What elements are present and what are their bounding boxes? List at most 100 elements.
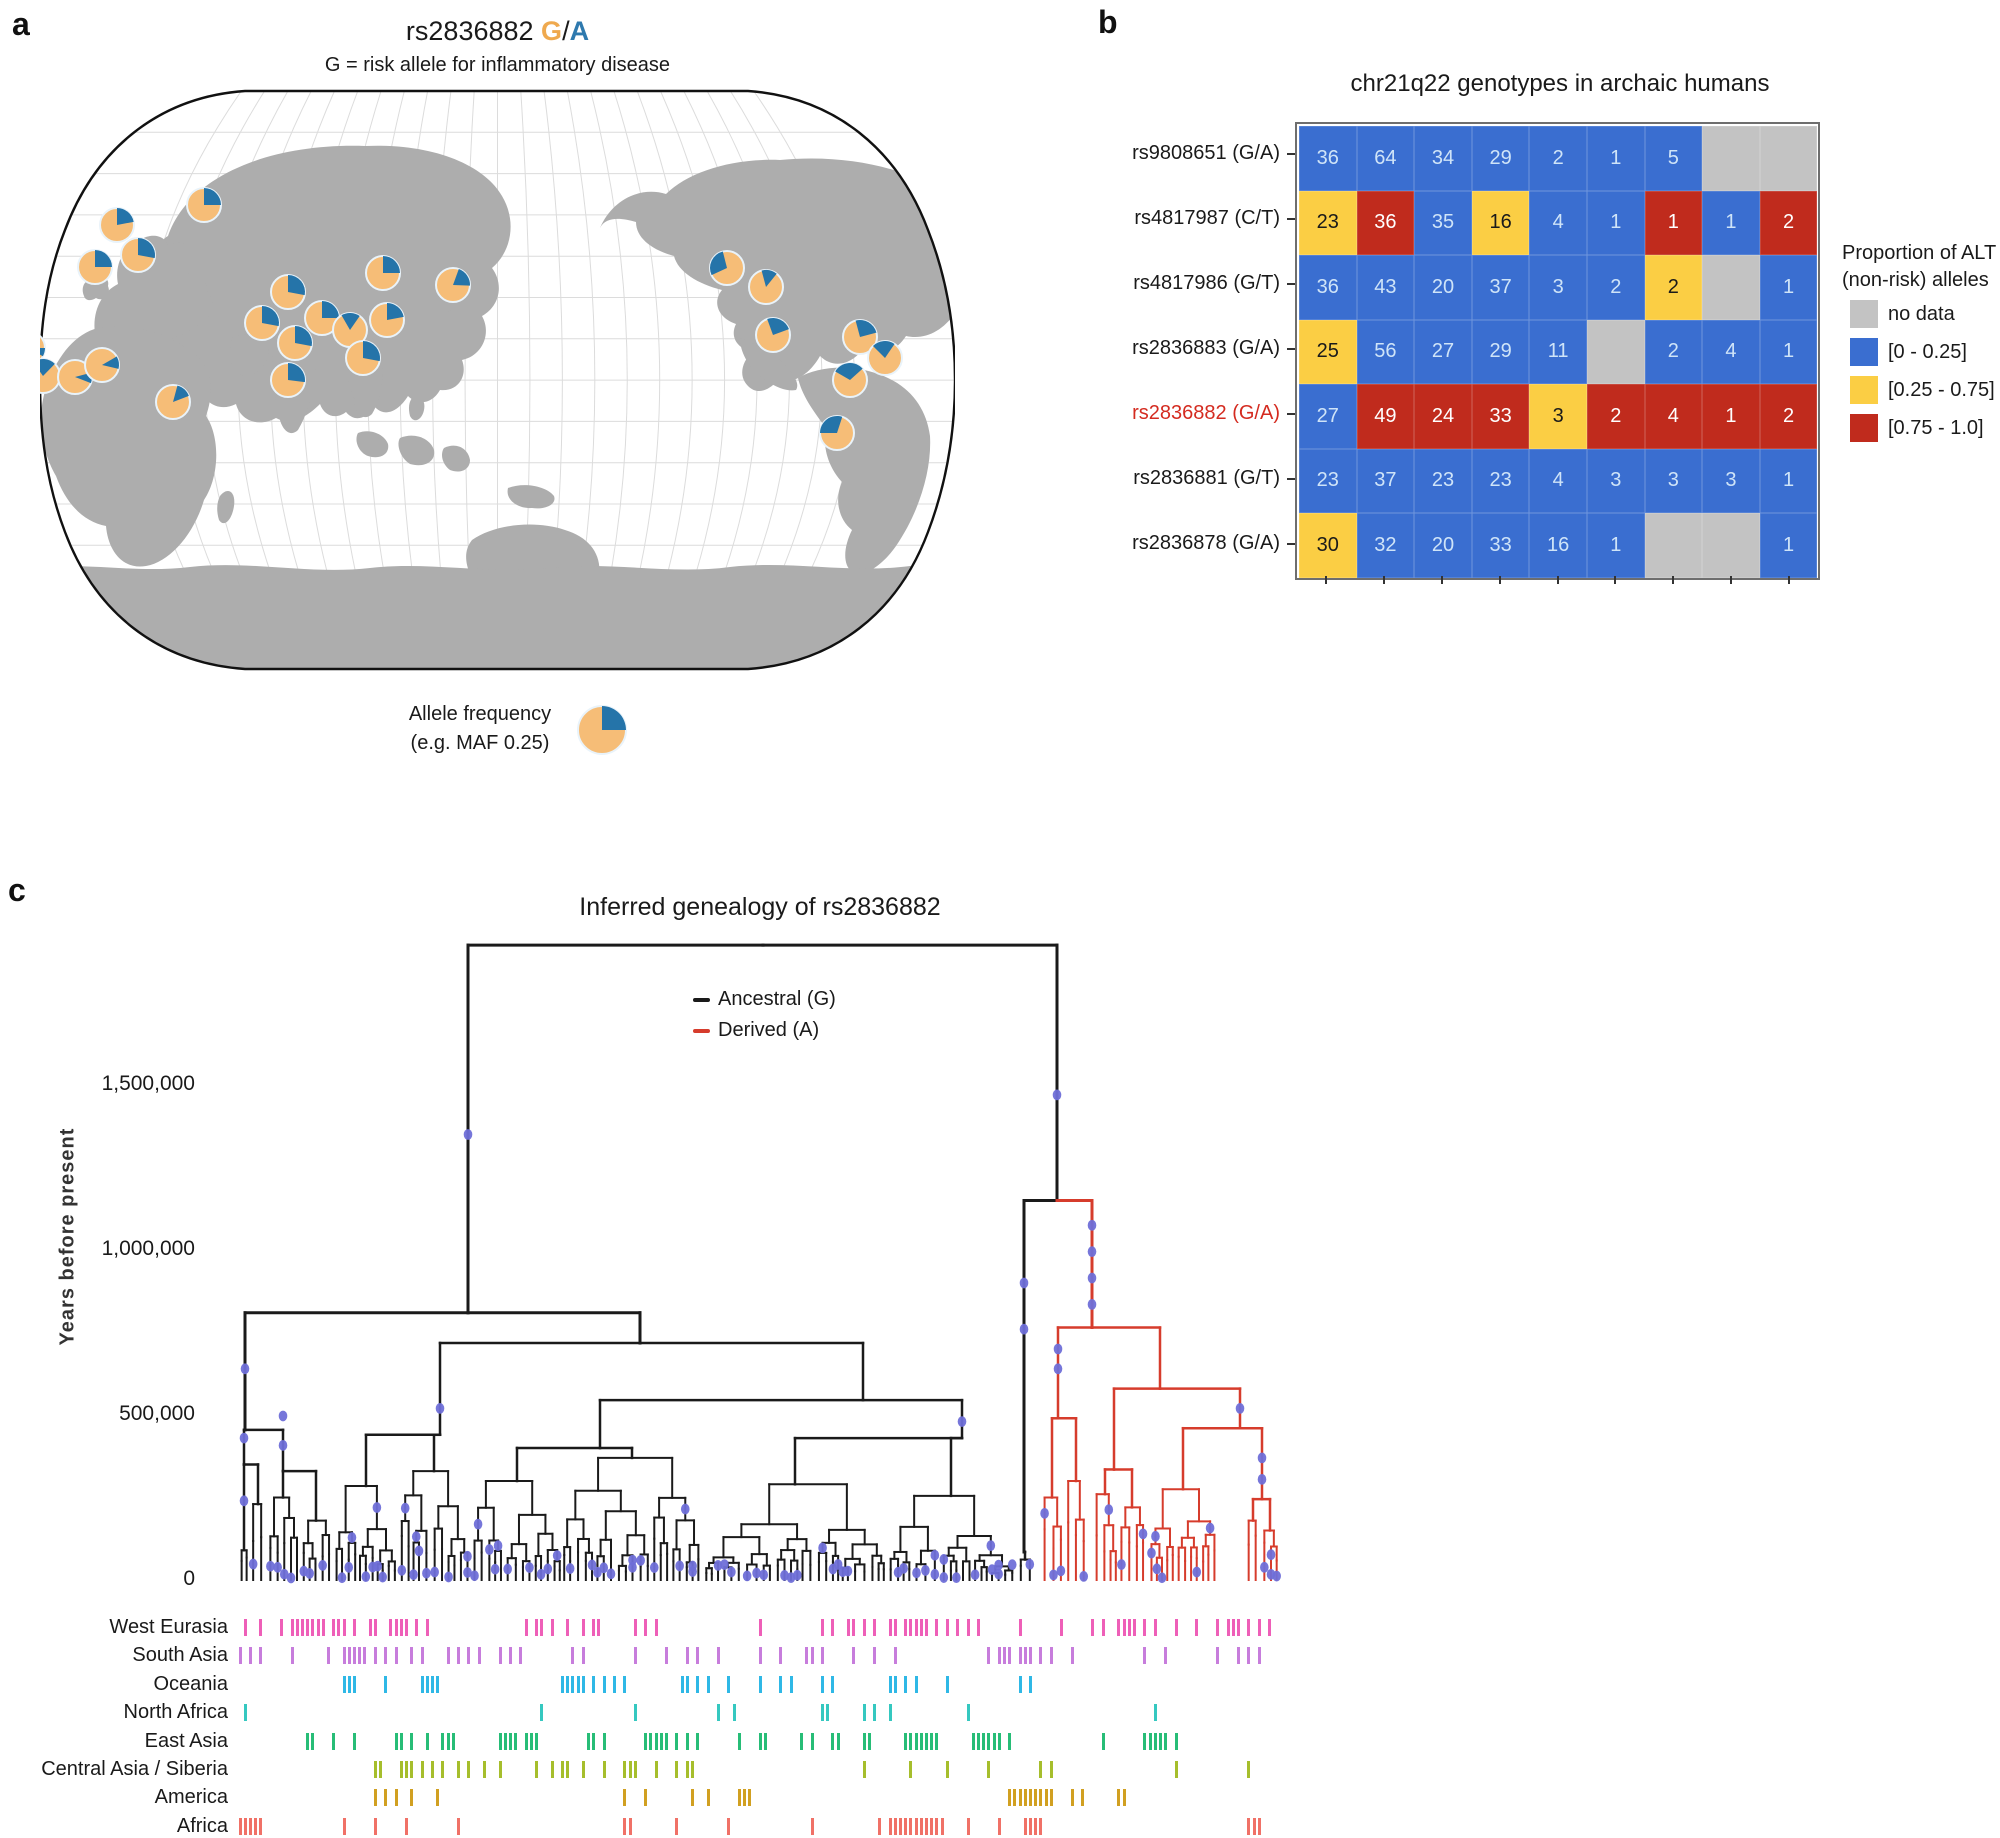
population-tick: [846, 1619, 850, 1636]
heatmap-cell: 37: [1471, 255, 1530, 320]
continent-arabia: [229, 334, 269, 376]
population-tick: [727, 1817, 731, 1835]
population-tick: [337, 1619, 341, 1636]
population-label: South Asia: [132, 1644, 228, 1667]
population-tick: [1153, 1704, 1157, 1722]
population-tick: [1080, 1789, 1084, 1807]
population-tick: [633, 1619, 637, 1636]
population-tick: [966, 1704, 970, 1722]
continent-south-america: [798, 367, 931, 574]
genealogy-tree: [239, 943, 1281, 1584]
population-tick: [290, 1647, 294, 1665]
population-tick: [1034, 1789, 1038, 1807]
population-tick: [976, 1619, 980, 1636]
population-tick: [404, 1619, 408, 1636]
population-tick: [254, 1817, 258, 1835]
population-tick: [867, 1732, 871, 1750]
heatmap-cell: 27: [1414, 319, 1472, 384]
heatmap-cell: 23: [1414, 448, 1472, 513]
population-tick: [997, 1647, 1001, 1665]
population-tick: [352, 1647, 356, 1665]
population-tick: [446, 1732, 450, 1750]
heatmap-cell: [1702, 513, 1760, 578]
population-tick: [1122, 1619, 1126, 1636]
population-tick: [1023, 1789, 1027, 1807]
population-tick: [581, 1761, 585, 1778]
population-tick: [675, 1761, 679, 1778]
heatmap-cell: 1: [1702, 384, 1760, 449]
population-tick: [1148, 1732, 1152, 1750]
population-tick: [685, 1732, 689, 1750]
population-tick: [654, 1761, 658, 1778]
population-tick: [644, 1732, 648, 1750]
population-tick: [649, 1732, 653, 1750]
population-tick: [243, 1619, 247, 1636]
heatmap-cell: 11: [1529, 319, 1587, 384]
population-pie: [270, 362, 306, 398]
heatmap-frame: 36 64 34 29 2 1 5 23 36 35 16 4 1 1 1 2 36 43 20 37 3 2 2 1 25 56…: [1295, 122, 1820, 580]
population-tick: [404, 1761, 408, 1778]
population-tick: [384, 1789, 388, 1807]
heatmap-cell: 4: [1529, 190, 1587, 255]
heatmap-legend-title: Proportion of ALT (non-risk) alleles: [1842, 242, 1997, 291]
population-tick: [1153, 1619, 1157, 1636]
population-tick: [560, 1761, 564, 1778]
heatmap-row-label: rs2836878 (G/A): [1132, 531, 1280, 554]
population-tick: [238, 1817, 242, 1835]
tree-legend-dash: [693, 1029, 710, 1033]
population-tick: [446, 1647, 450, 1665]
population-tick: [410, 1732, 414, 1750]
population-tick: [966, 1619, 970, 1636]
population-tick: [1174, 1732, 1178, 1750]
heatmap-legend-item: [0.25 - 0.75]: [1850, 376, 1995, 404]
population-pie: [84, 347, 120, 383]
population-tick: [352, 1675, 356, 1693]
population-tick: [1143, 1647, 1147, 1665]
population-tick: [685, 1675, 689, 1693]
legend-swatch: [1850, 376, 1878, 404]
heatmap-grid: 36 64 34 29 2 1 5 23 36 35 16 4 1 1 1 2 36 43 20 37 3 2 2 1 25 56…: [1299, 126, 1818, 578]
population-tick: [581, 1619, 585, 1636]
population-tick: [685, 1647, 689, 1665]
population-tick: [1018, 1647, 1022, 1665]
population-tick: [826, 1704, 830, 1722]
tree-y-tick: 0: [183, 1567, 195, 1590]
population-pie: [832, 362, 868, 398]
population-label: Oceania: [153, 1672, 229, 1695]
population-tick: [1028, 1675, 1032, 1693]
population-tick: [888, 1817, 892, 1835]
population-tick: [1028, 1647, 1032, 1665]
population-tick: [1158, 1732, 1162, 1750]
population-tick: [888, 1704, 892, 1722]
population-tick: [904, 1732, 908, 1750]
heatmap-cell: 33: [1471, 384, 1530, 449]
population-pie: [369, 302, 405, 338]
population-tick: [940, 1817, 944, 1835]
population-tick: [644, 1619, 648, 1636]
heatmap-cell: 1: [1759, 448, 1818, 513]
heatmap-cell: 3: [1529, 255, 1587, 320]
population-tick: [373, 1789, 377, 1807]
population-tick: [389, 1619, 393, 1636]
population-tick: [1008, 1647, 1012, 1665]
population-tick: [581, 1647, 585, 1665]
population-tick: [467, 1761, 471, 1778]
population-tick: [498, 1647, 502, 1665]
population-tick: [534, 1732, 538, 1750]
map-title-separator: /: [562, 16, 570, 46]
population-tick: [456, 1647, 460, 1665]
population-tick: [1028, 1817, 1032, 1835]
population-tick: [1247, 1817, 1251, 1835]
population-tick: [623, 1761, 627, 1778]
population-tick: [696, 1647, 700, 1665]
population-label: America: [154, 1786, 228, 1809]
population-tick: [930, 1817, 934, 1835]
population-tick: [311, 1619, 315, 1636]
population-tick: [976, 1732, 980, 1750]
population-tick: [716, 1647, 720, 1665]
map-subtitle: G = risk allele for inflammatory disease: [324, 54, 671, 76]
population-tick: [732, 1704, 736, 1722]
population-tick: [628, 1761, 632, 1778]
population-tick: [384, 1675, 388, 1693]
map-legend-line1: Allele frequency: [408, 703, 552, 725]
